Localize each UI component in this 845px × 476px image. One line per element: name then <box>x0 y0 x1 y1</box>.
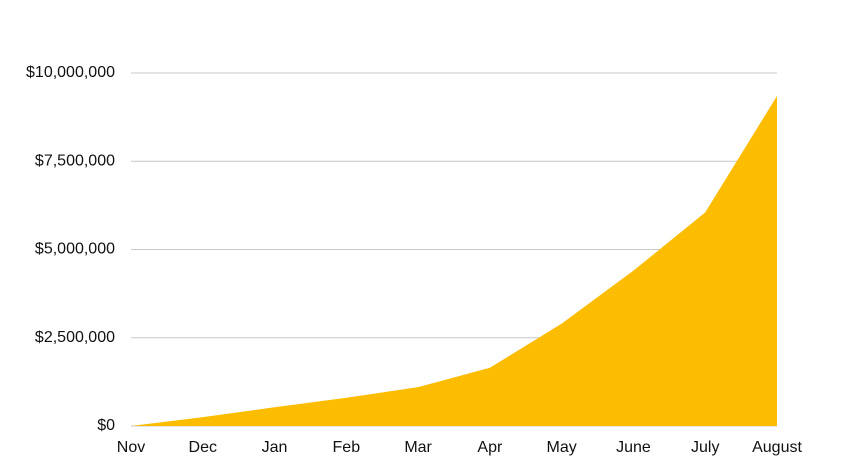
y-tick-label: $0 <box>97 417 115 434</box>
x-tick-label: Feb <box>333 439 361 456</box>
x-tick-label: Jan <box>262 439 288 456</box>
y-tick-label: $2,500,000 <box>35 329 115 346</box>
x-tick-label: Apr <box>477 439 503 456</box>
area <box>131 95 777 426</box>
x-tick-label: July <box>691 439 719 456</box>
y-tick-label: $5,000,000 <box>35 241 115 258</box>
x-tick-label: June <box>616 439 651 456</box>
x-tick-label: Mar <box>404 439 432 456</box>
x-tick-label: Nov <box>117 439 145 456</box>
x-tick-label: August <box>752 439 802 456</box>
y-tick-label: $10,000,000 <box>26 64 115 81</box>
x-tick-label: May <box>547 439 577 456</box>
x-tick-label: Dec <box>189 439 217 456</box>
y-tick-label: $7,500,000 <box>35 152 115 169</box>
